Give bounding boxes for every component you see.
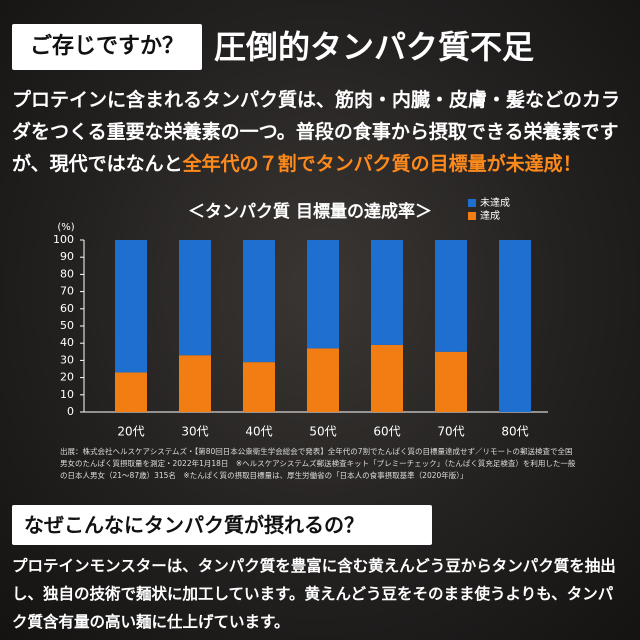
y-unit: (%)	[57, 222, 74, 233]
x-tick-label: 20代	[117, 425, 144, 439]
bar-segment	[435, 240, 467, 352]
legend-label: 達成	[480, 210, 500, 222]
x-tick-label: 40代	[245, 425, 272, 439]
y-tick-label: 40	[60, 336, 74, 349]
header-tag: ご存じですか？	[12, 24, 202, 70]
bar-segment	[179, 240, 211, 356]
legend-swatch	[468, 199, 476, 207]
x-tick-label: 70代	[437, 425, 464, 439]
x-tick-label: 80代	[501, 425, 528, 439]
y-tick-label: 100	[53, 233, 74, 246]
section-text: プロテインモンスターは、タンパク質を豊富に含む黄えんどう豆からタンパク質を抽出し…	[12, 557, 616, 631]
y-tick-label: 10	[60, 388, 74, 401]
chart-title: ＜タンパク質 目標量の達成率＞	[188, 201, 432, 222]
bar-segment	[179, 355, 211, 412]
bar-segment	[243, 240, 275, 363]
y-tick-label: 20	[60, 371, 74, 384]
y-tick-label: 50	[60, 319, 74, 332]
intro-part: プロテインに含まれるタンパク質は、筋肉・内臓・皮膚・髪などのカラダをつくる重要な…	[12, 89, 621, 175]
bar-segment	[243, 362, 275, 412]
legend-label: 未達成	[480, 197, 510, 209]
source-note: 出展：株式会社ヘルスケアシステムズ・【第80回日本公衆衛生学会総会で発表】全年代…	[60, 447, 576, 480]
bar-segment	[371, 344, 403, 412]
y-tick-label: 60	[60, 302, 74, 315]
section-tag: なぜこんなにタンパク質が摂れるの？	[12, 505, 432, 545]
bar-segment	[115, 240, 147, 373]
header-title: 圧倒的タンパク質不足	[214, 28, 535, 66]
y-tick-label: 80	[60, 267, 74, 280]
x-tick-label: 30代	[181, 425, 208, 439]
legend-swatch	[468, 212, 476, 220]
bar-segment	[435, 351, 467, 412]
x-tick-label: 50代	[309, 425, 336, 439]
y-tick-label: 30	[60, 353, 74, 366]
bar-segment	[115, 372, 147, 412]
y-tick-label: 70	[60, 285, 74, 298]
intro-highlight: 全年代の７割でタンパク質の目標量が未達成！	[182, 153, 582, 175]
bar-segment	[371, 240, 403, 345]
intro-text: プロテインに含まれるタンパク質は、筋肉・内臓・皮膚・髪などのカラダをつくる重要な…	[12, 84, 628, 180]
x-tick-label: 60代	[373, 425, 400, 439]
bar-segment	[499, 240, 531, 412]
y-tick-label: 0	[67, 405, 74, 418]
y-tick-label: 90	[60, 250, 74, 263]
bar-segment	[307, 240, 339, 349]
bar-segment	[307, 348, 339, 412]
